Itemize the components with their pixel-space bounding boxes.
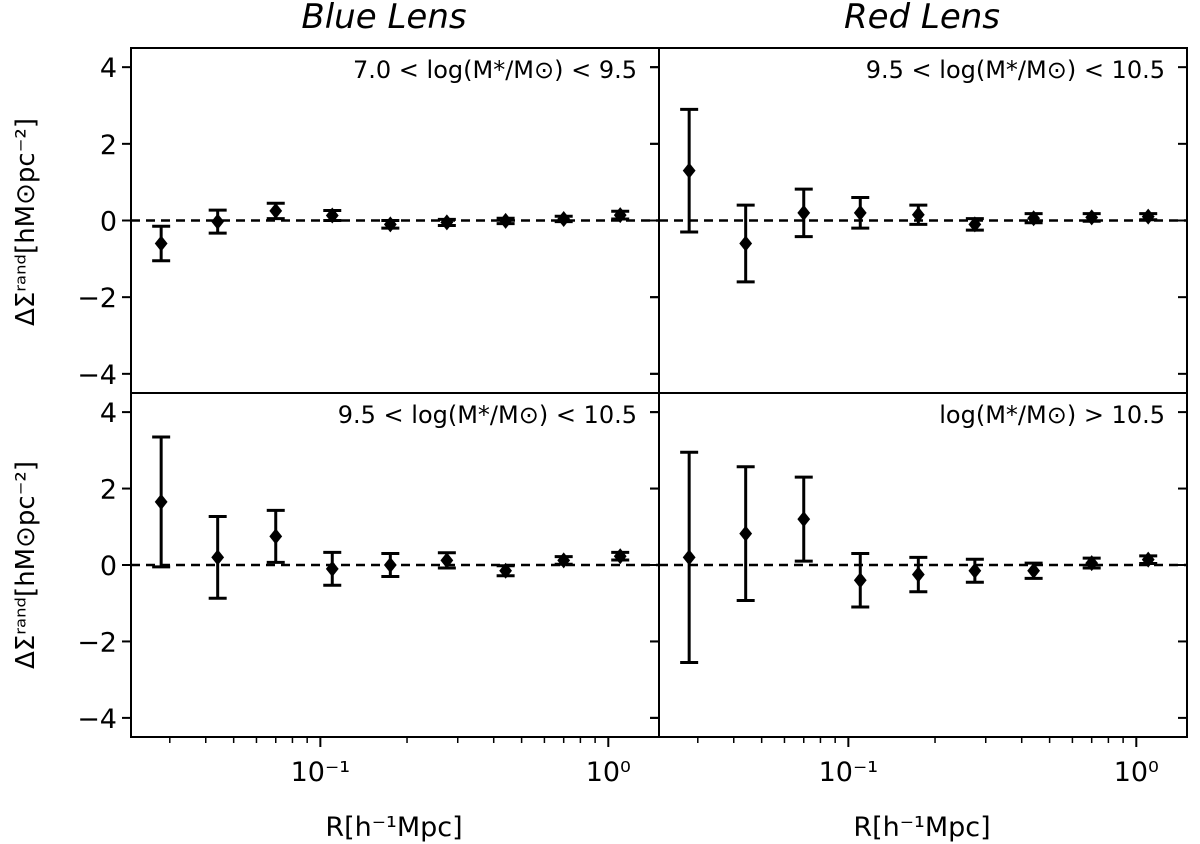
data-point-diamond <box>739 525 753 542</box>
data-point-diamond <box>911 566 925 583</box>
data-point-diamond <box>269 528 283 545</box>
y-tick-label: −2 <box>77 283 117 314</box>
data-point-diamond <box>499 212 513 229</box>
y-tick-label: 2 <box>100 130 117 161</box>
panel-3: 10⁻¹ 10⁰ log(M*/M⊙) > 10.5 <box>650 392 1188 788</box>
y-tick-label: 4 <box>100 398 117 429</box>
data-point-diamond <box>325 207 339 224</box>
panel-label: 9.5 < log(M*/M⊙) < 10.5 <box>866 56 1165 84</box>
y-tick-label: 0 <box>100 551 117 582</box>
data-point-diamond <box>968 216 982 233</box>
data-point-diamond <box>1027 562 1041 579</box>
y-tick-label: 4 <box>100 53 117 84</box>
x-tick-label: 10⁰ <box>586 757 631 788</box>
x-axis-label-right: R[h⁻¹Mpc] <box>853 812 990 843</box>
panel-label: 9.5 < log(M*/M⊙) < 10.5 <box>338 401 637 429</box>
data-point-diamond <box>797 511 811 528</box>
data-point-diamond <box>1085 209 1099 226</box>
data-point-diamond <box>613 548 627 565</box>
column-title-blue-lens: Blue Lens <box>301 0 466 37</box>
data-point-diamond <box>269 202 283 219</box>
column-title-red-lens: Red Lens <box>844 0 1000 37</box>
panel-1: 9.5 < log(M*/M⊙) < 10.5 <box>650 47 1188 394</box>
data-point-diamond <box>1027 210 1041 227</box>
x-tick-label: 10⁰ <box>1114 757 1159 788</box>
panel-2: −4 −2 0 2 4 10⁻¹ 10⁰ 9.5 < log(M*/M⊙) < 10.5 <box>77 392 660 788</box>
data-point-diamond <box>154 493 168 510</box>
data-point-diamond <box>325 560 339 577</box>
y-tick-label: −4 <box>77 360 117 391</box>
y-tick-label: −2 <box>77 627 117 658</box>
x-tick-label: 10⁻¹ <box>291 757 350 788</box>
data-point-diamond <box>739 235 753 252</box>
data-point-diamond <box>911 206 925 223</box>
x-axis-label-left: R[h⁻¹Mpc] <box>325 812 462 843</box>
data-point-diamond <box>557 210 571 227</box>
data-point-diamond <box>853 572 867 589</box>
panel-label: 7.0 < log(M*/M⊙) < 9.5 <box>353 56 637 84</box>
data-point-diamond <box>557 552 571 569</box>
data-point-diamond <box>968 562 982 579</box>
y-tick-label: 2 <box>100 475 117 506</box>
data-point-diamond <box>613 207 627 224</box>
data-point-diamond <box>440 552 454 569</box>
panel-0: −4 −2 0 2 4 7.0 < log(M*/M⊙) < 9.5 <box>77 47 660 394</box>
panel-label: log(M*/M⊙) > 10.5 <box>939 401 1165 429</box>
data-point-diamond <box>499 562 513 579</box>
data-point-diamond <box>1141 208 1155 225</box>
data-point-diamond <box>1085 555 1099 572</box>
data-point-diamond <box>682 549 696 566</box>
data-point-diamond <box>154 235 168 252</box>
data-point-diamond <box>383 557 397 573</box>
y-tick-label: −4 <box>77 704 117 735</box>
y-axis-label-top: ΔΣʳᵃⁿᵈ[hM⊙pc⁻²] <box>11 118 41 326</box>
data-point-diamond <box>211 213 225 230</box>
data-point-diamond <box>383 216 397 233</box>
y-axis-label-bottom: ΔΣʳᵃⁿᵈ[hM⊙pc⁻²] <box>11 461 41 669</box>
data-point-diamond <box>211 549 225 566</box>
data-point-diamond <box>853 204 867 221</box>
data-point-diamond <box>1141 551 1155 568</box>
data-point-diamond <box>682 162 696 179</box>
y-tick-label: 0 <box>100 207 117 238</box>
x-tick-label: 10⁻¹ <box>819 757 878 788</box>
data-point-diamond <box>440 214 454 231</box>
data-point-diamond <box>797 204 811 221</box>
